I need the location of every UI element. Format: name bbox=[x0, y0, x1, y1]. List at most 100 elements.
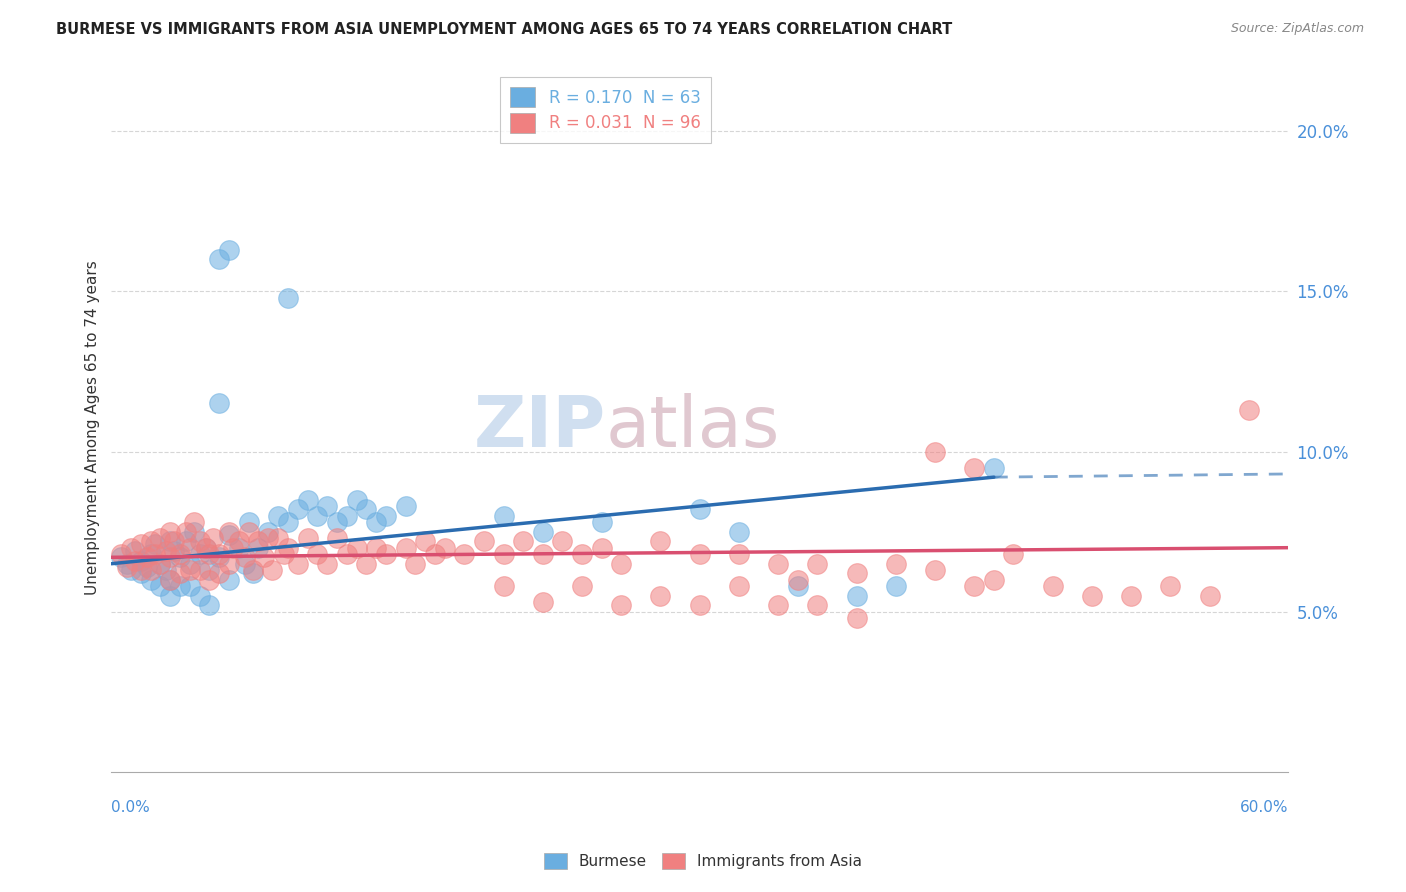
Point bbox=[155, 563, 177, 577]
Point bbox=[188, 563, 211, 577]
Point bbox=[218, 243, 240, 257]
Point bbox=[297, 492, 319, 507]
Point bbox=[188, 589, 211, 603]
Point bbox=[257, 524, 280, 539]
Point bbox=[228, 541, 250, 555]
Point bbox=[169, 547, 191, 561]
Point bbox=[179, 557, 201, 571]
Point bbox=[155, 544, 177, 558]
Text: Source: ZipAtlas.com: Source: ZipAtlas.com bbox=[1230, 22, 1364, 36]
Point bbox=[766, 557, 789, 571]
Point bbox=[198, 547, 221, 561]
Point bbox=[179, 541, 201, 555]
Point bbox=[110, 547, 132, 561]
Point bbox=[149, 531, 172, 545]
Point bbox=[267, 508, 290, 523]
Point bbox=[135, 560, 157, 574]
Point bbox=[238, 515, 260, 529]
Point bbox=[346, 492, 368, 507]
Point bbox=[202, 531, 225, 545]
Point bbox=[845, 566, 868, 581]
Point bbox=[183, 515, 205, 529]
Point bbox=[198, 573, 221, 587]
Point bbox=[806, 599, 828, 613]
Point bbox=[159, 550, 181, 565]
Point bbox=[228, 534, 250, 549]
Point bbox=[472, 534, 495, 549]
Point bbox=[571, 579, 593, 593]
Point bbox=[242, 563, 264, 577]
Point bbox=[689, 599, 711, 613]
Point bbox=[766, 599, 789, 613]
Point bbox=[287, 502, 309, 516]
Point bbox=[194, 541, 217, 555]
Point bbox=[124, 553, 146, 567]
Point bbox=[728, 579, 751, 593]
Point bbox=[1237, 402, 1260, 417]
Point bbox=[531, 524, 554, 539]
Point bbox=[551, 534, 574, 549]
Point bbox=[366, 515, 388, 529]
Point bbox=[277, 541, 299, 555]
Point bbox=[143, 537, 166, 551]
Point bbox=[233, 550, 256, 565]
Text: 0.0%: 0.0% bbox=[111, 799, 150, 814]
Point bbox=[307, 508, 329, 523]
Point bbox=[983, 460, 1005, 475]
Point bbox=[208, 547, 231, 561]
Point bbox=[689, 502, 711, 516]
Point bbox=[1198, 589, 1220, 603]
Point bbox=[356, 557, 378, 571]
Point bbox=[188, 534, 211, 549]
Point bbox=[253, 550, 276, 565]
Point bbox=[188, 547, 211, 561]
Point bbox=[163, 534, 186, 549]
Text: 60.0%: 60.0% bbox=[1240, 799, 1288, 814]
Point bbox=[273, 547, 295, 561]
Point bbox=[115, 557, 138, 571]
Point bbox=[139, 573, 162, 587]
Point bbox=[208, 566, 231, 581]
Y-axis label: Unemployment Among Ages 65 to 74 years: Unemployment Among Ages 65 to 74 years bbox=[86, 260, 100, 595]
Point bbox=[208, 550, 231, 565]
Point bbox=[492, 579, 515, 593]
Point bbox=[531, 595, 554, 609]
Text: atlas: atlas bbox=[606, 393, 780, 462]
Point bbox=[413, 534, 436, 549]
Point bbox=[394, 499, 416, 513]
Point bbox=[531, 547, 554, 561]
Point bbox=[277, 515, 299, 529]
Point bbox=[149, 579, 172, 593]
Point bbox=[786, 573, 808, 587]
Point bbox=[316, 557, 339, 571]
Point bbox=[394, 541, 416, 555]
Point bbox=[277, 291, 299, 305]
Point bbox=[218, 524, 240, 539]
Point bbox=[159, 534, 181, 549]
Point bbox=[845, 611, 868, 625]
Point bbox=[174, 534, 197, 549]
Point bbox=[139, 547, 162, 561]
Point bbox=[115, 560, 138, 574]
Point bbox=[423, 547, 446, 561]
Point bbox=[135, 550, 157, 565]
Point bbox=[326, 531, 349, 545]
Point bbox=[183, 524, 205, 539]
Point bbox=[610, 557, 633, 571]
Point bbox=[208, 252, 231, 267]
Point bbox=[218, 528, 240, 542]
Point bbox=[1042, 579, 1064, 593]
Point bbox=[163, 544, 186, 558]
Point bbox=[346, 541, 368, 555]
Point bbox=[194, 541, 217, 555]
Point bbox=[129, 537, 152, 551]
Point bbox=[129, 553, 152, 567]
Text: BURMESE VS IMMIGRANTS FROM ASIA UNEMPLOYMENT AMONG AGES 65 TO 74 YEARS CORRELATI: BURMESE VS IMMIGRANTS FROM ASIA UNEMPLOY… bbox=[56, 22, 952, 37]
Point bbox=[512, 534, 534, 549]
Point bbox=[336, 547, 359, 561]
Point bbox=[262, 563, 284, 577]
Point bbox=[139, 534, 162, 549]
Point bbox=[238, 524, 260, 539]
Point bbox=[169, 579, 191, 593]
Point bbox=[124, 544, 146, 558]
